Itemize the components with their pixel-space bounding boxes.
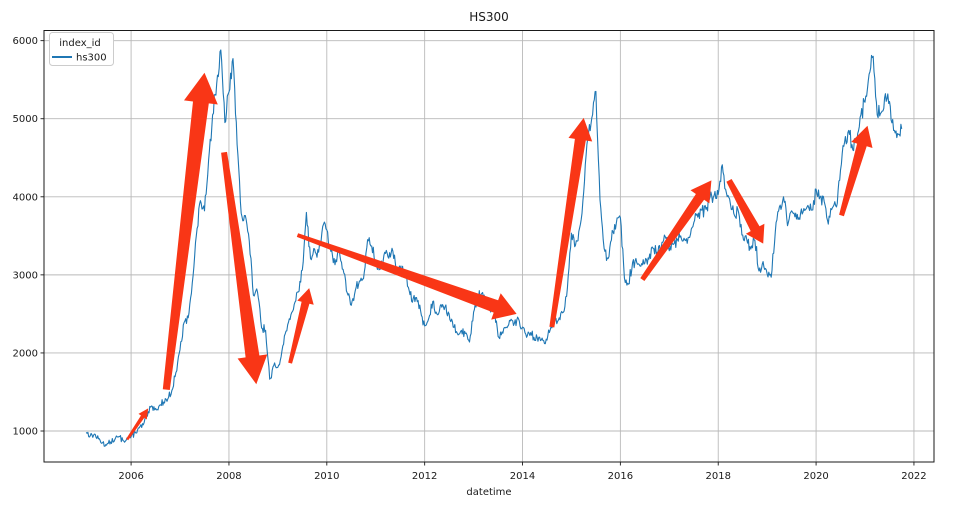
x-tick-label-2020: 2020 (803, 471, 828, 482)
x-tick-label-2018: 2018 (706, 471, 731, 482)
series-group (85, 49, 903, 447)
y-tick-label-5000: 5000 (13, 114, 38, 125)
x-tick-label-2006: 2006 (118, 471, 143, 482)
y-tick-label-3000: 3000 (13, 270, 38, 281)
legend: index_id hs300 (49, 32, 114, 66)
trend-arrow-7 (640, 180, 712, 281)
trend-arrow-9 (839, 125, 873, 217)
x-tick-label-2008: 2008 (216, 471, 241, 482)
chart-title: HS300 (469, 10, 509, 24)
x-tick-label-2022: 2022 (901, 471, 926, 482)
x-tick-label-2012: 2012 (412, 471, 437, 482)
y-tick-label-1000: 1000 (13, 427, 38, 438)
axis-ticks: 1000 2000 3000 4000 5000 6000 2006 2008 2010 2012… (13, 36, 927, 482)
plot-area-border (43, 30, 935, 463)
trend-arrow-4 (288, 288, 314, 364)
x-tick-label-2010: 2010 (314, 471, 339, 482)
legend-title: index_id (59, 38, 100, 49)
trend-arrow-3 (221, 151, 268, 385)
trend-arrow-1 (126, 408, 149, 441)
x-tick-label-2014: 2014 (510, 471, 535, 482)
x-axis-label: datetime (466, 487, 511, 498)
trend-arrows-group (126, 72, 873, 441)
trend-arrow-8 (726, 179, 765, 244)
trend-arrow-5 (296, 233, 517, 320)
hs300-price-line (85, 49, 903, 447)
trend-arrow-6 (549, 117, 593, 328)
grid-lines (44, 30, 934, 462)
trend-arrow-2 (162, 72, 218, 390)
legend-entry-label: hs300 (76, 53, 107, 64)
y-tick-label-6000: 6000 (13, 36, 38, 47)
y-tick-label-2000: 2000 (13, 348, 38, 359)
x-tick-label-2016: 2016 (608, 471, 633, 482)
y-tick-label-4000: 4000 (13, 192, 38, 203)
